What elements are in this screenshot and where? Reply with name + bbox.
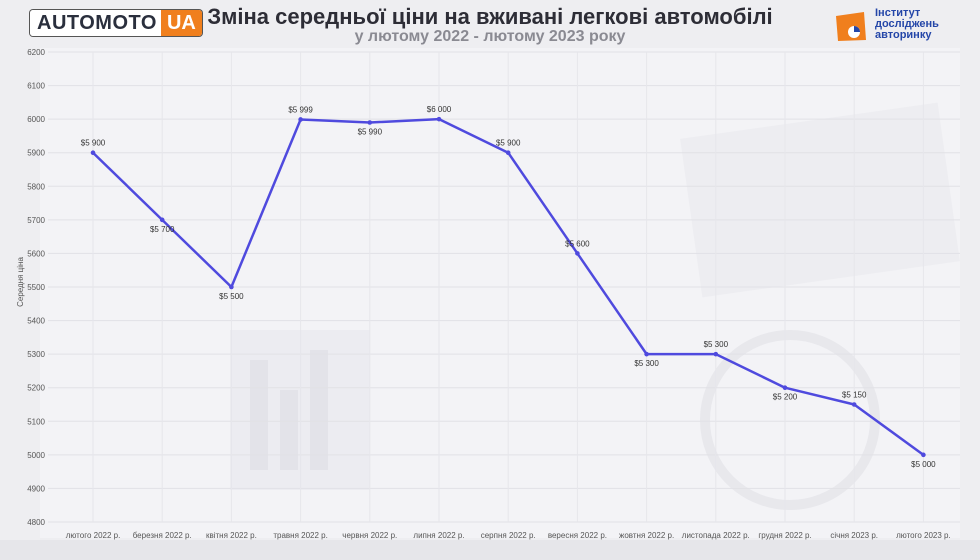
- logo-main-text: AUTOMOTO: [30, 10, 161, 36]
- y-tick-label: 5200: [27, 384, 45, 393]
- y-tick-label: 6100: [27, 82, 45, 91]
- y-tick-label: 4800: [27, 518, 45, 527]
- y-tick-label: 4900: [27, 484, 45, 493]
- institute-logo-icon: [836, 12, 866, 41]
- x-tick-label: вересня 2022 р.: [548, 531, 607, 540]
- data-label: $5 600: [565, 239, 590, 248]
- data-label: $5 150: [842, 391, 867, 400]
- y-tick-label: 5500: [27, 283, 45, 292]
- data-point: [159, 217, 165, 223]
- data-label: $5 000: [911, 460, 936, 469]
- y-tick-label: 6000: [27, 115, 45, 124]
- x-tick-label: травня 2022 р.: [273, 531, 327, 540]
- data-label: $6 000: [427, 105, 452, 114]
- x-tick-label: квітня 2022 р.: [206, 531, 257, 540]
- x-tick-label: липня 2022 р.: [413, 531, 464, 540]
- institute-logo: Інститут досліджень авторинку: [834, 8, 974, 42]
- chart-subtitle: у лютому 2022 - лютому 2023 року: [354, 28, 626, 45]
- data-label: $5 200: [773, 393, 798, 402]
- y-tick-label: 5000: [27, 451, 45, 460]
- data-label: $5 900: [496, 139, 521, 148]
- data-point: [367, 120, 373, 125]
- x-tick-label: червня 2022 р.: [342, 531, 397, 540]
- x-tick-label: березня 2022 р.: [133, 531, 192, 540]
- data-point: [505, 150, 511, 156]
- y-tick-label: 5800: [27, 182, 45, 191]
- automoto-logo: AUTOMOTO UA: [30, 10, 202, 36]
- y-tick-label: 5300: [27, 350, 45, 359]
- y-tick-label: 5900: [27, 149, 45, 158]
- data-point: [921, 452, 926, 458]
- data-label: $5 700: [150, 225, 175, 234]
- y-tick-label: 6200: [27, 48, 45, 57]
- x-tick-label: грудня 2022 р.: [758, 531, 811, 540]
- chart-title: Зміна середньої ціни на вживані легкові …: [207, 4, 773, 29]
- data-point: [229, 284, 234, 290]
- data-label: $5 300: [704, 340, 729, 349]
- y-tick-label: 5700: [27, 216, 45, 225]
- x-tick-label: листопада 2022 р.: [682, 531, 750, 540]
- data-point: [575, 251, 580, 256]
- y-tick-label: 5100: [27, 417, 45, 426]
- data-point: [90, 150, 96, 156]
- x-tick-label: серпня 2022 р.: [481, 531, 536, 540]
- logo-accent-text: UA: [160, 10, 202, 36]
- y-tick-label: 5400: [27, 317, 45, 326]
- institute-logo-text: Інститут досліджень авторинку: [875, 7, 939, 41]
- y-axis-title: Середня ціна: [16, 257, 25, 307]
- data-point: [851, 402, 857, 407]
- data-point: [644, 351, 649, 357]
- x-tick-label: лютого 2022 р.: [66, 531, 121, 540]
- data-point: [298, 117, 303, 122]
- data-label: $5 300: [634, 359, 659, 368]
- x-tick-label: жовтня 2022 р.: [619, 531, 674, 540]
- data-point: [436, 116, 442, 122]
- data-label: $5 500: [219, 292, 244, 301]
- data-label: $5 900: [81, 139, 106, 148]
- data-label: $5 990: [358, 128, 383, 137]
- data-label: $5 999: [288, 105, 313, 114]
- x-tick-label: лютого 2023 р.: [896, 531, 951, 540]
- data-point: [782, 385, 788, 391]
- data-point: [713, 351, 719, 357]
- y-tick-label: 5600: [27, 249, 45, 258]
- x-tick-label: січня 2023 р.: [830, 531, 878, 540]
